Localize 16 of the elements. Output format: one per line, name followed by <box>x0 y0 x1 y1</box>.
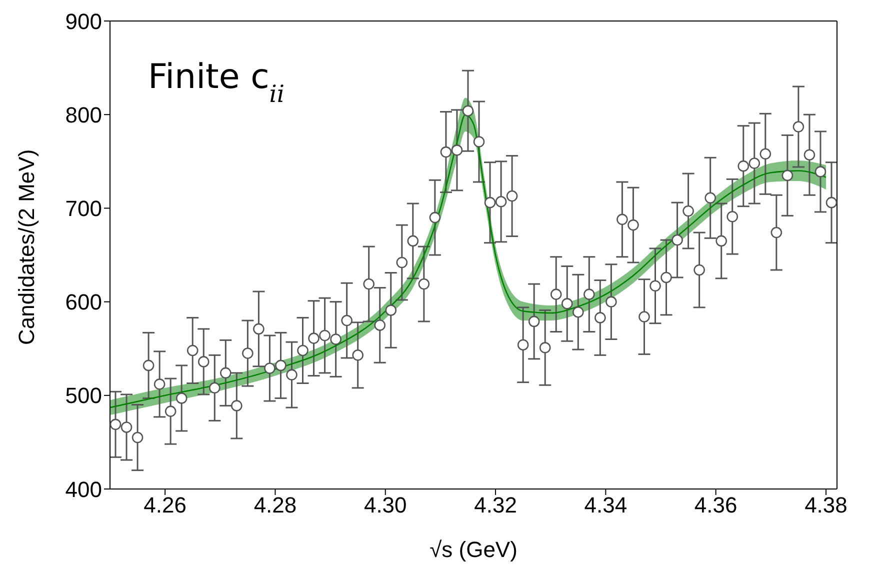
x-axis-title: √s (GeV) <box>430 537 518 562</box>
y-tick-label: 700 <box>65 196 102 222</box>
x-tick-label: 4.26 <box>144 492 186 518</box>
y-tick-label: 400 <box>65 476 102 502</box>
y-axis-title: Candidates/(2 MeV) <box>14 149 39 345</box>
x-tick-label: 4.36 <box>694 492 738 518</box>
y-tick-label: 900 <box>65 8 102 34</box>
x-tick-label: 4.30 <box>364 492 407 518</box>
y-tick-label: 600 <box>65 290 102 315</box>
x-tick-label: 4.34 <box>584 492 628 518</box>
annotation: Finite c$_{ii}$ <box>148 57 285 108</box>
x-tick-label: 4.28 <box>254 492 297 518</box>
x-tick-label: 4.38 <box>804 492 848 518</box>
y-tick-label: 800 <box>65 102 102 128</box>
y-tick-label: 500 <box>65 383 102 408</box>
x-tick-label: 4.32 <box>474 492 517 518</box>
